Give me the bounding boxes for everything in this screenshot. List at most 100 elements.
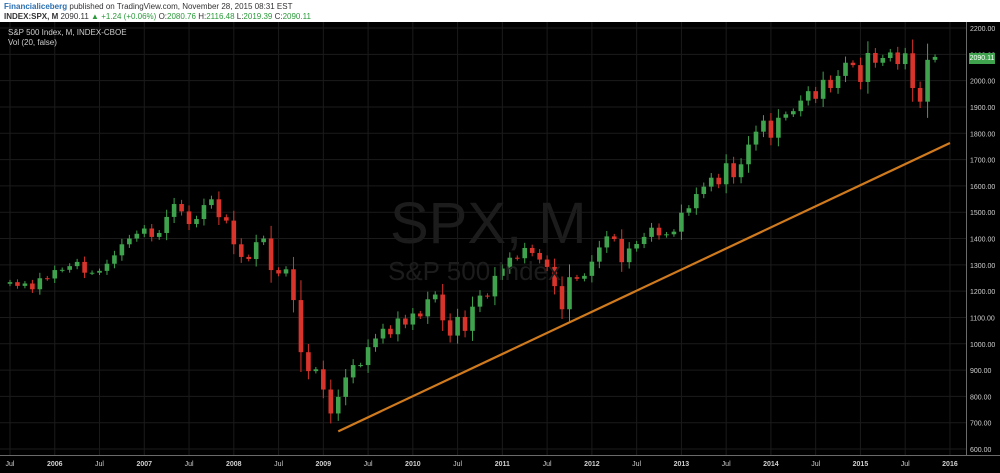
price-chart[interactable]: 2200.002100.002000.001900.001800.001700.… xyxy=(0,22,1000,473)
price-axis[interactable]: 2200.002100.002000.001900.001800.001700.… xyxy=(970,26,995,454)
candle-body xyxy=(679,212,684,232)
support-trendline xyxy=(337,141,951,433)
candle-body xyxy=(7,282,13,284)
candle-body xyxy=(82,261,87,273)
candle-body xyxy=(216,199,222,218)
time-tick-label: Jul xyxy=(453,461,462,468)
candle-body xyxy=(686,208,692,213)
candle-body xyxy=(470,306,475,331)
candle-body xyxy=(268,238,274,271)
candle-body xyxy=(552,266,557,287)
chart-background xyxy=(0,22,1000,473)
candle-body xyxy=(828,79,833,88)
time-tick-label: Jul xyxy=(364,461,373,468)
time-tick-label: Jul xyxy=(632,461,641,468)
low-value: 2019.39 xyxy=(243,12,273,21)
watermark-symbol: SPX, M xyxy=(390,191,587,256)
time-tick-label: Jul xyxy=(543,461,552,468)
low-label: L: xyxy=(236,12,244,21)
candle-body xyxy=(395,318,401,335)
price-tick-label: 700.00 xyxy=(970,421,992,428)
candle-body xyxy=(298,300,304,353)
candle-body xyxy=(22,283,28,286)
candle-body xyxy=(30,283,35,290)
time-tick-label: 2011 xyxy=(495,461,510,468)
candle-body xyxy=(134,233,140,239)
candle-body xyxy=(791,111,796,115)
high-value: 2116.48 xyxy=(206,12,235,21)
chart-title: S&P 500 Index, M, INDEX-CBOE xyxy=(8,28,127,37)
candle-body xyxy=(283,269,289,274)
candle-body xyxy=(902,53,908,65)
candle-body xyxy=(604,236,610,248)
candle-body xyxy=(104,263,110,271)
candle-body xyxy=(238,244,244,257)
candle-body xyxy=(917,87,923,102)
candle-body xyxy=(388,328,393,335)
publish-info: Financialiceberg published on TradingVie… xyxy=(4,2,292,11)
time-tick-label: 2012 xyxy=(584,461,600,468)
candle-body xyxy=(529,247,535,253)
quote-line: INDEX:SPX, M 2090.11 ▲ +1.24 (+0.06%) O:… xyxy=(4,12,311,21)
candle-body xyxy=(447,320,453,336)
price-tick-label: 2200.00 xyxy=(970,26,995,33)
time-tick-label: Jul xyxy=(722,461,731,468)
candle-body xyxy=(291,269,296,301)
candle-body xyxy=(761,120,766,132)
candle-body xyxy=(858,65,863,82)
candle-body xyxy=(276,270,281,274)
time-tick-label: 2008 xyxy=(226,461,242,468)
price-tick-label: 800.00 xyxy=(970,394,992,401)
close-value: 2090.11 xyxy=(282,12,311,21)
price-change: +1.24 (+0.06%) xyxy=(101,12,157,21)
watermark-name: S&P 500 Index xyxy=(388,256,561,286)
publish-date: published on TradingView.com, November 2… xyxy=(69,2,293,11)
time-tick-label: Jul xyxy=(901,461,910,468)
candle-body xyxy=(738,164,744,178)
candle-body xyxy=(798,100,804,112)
candle-body xyxy=(805,91,811,101)
volume-indicator-label[interactable]: Vol (20, false) xyxy=(8,38,57,47)
candle-body xyxy=(477,295,483,307)
high-label: H: xyxy=(198,12,207,21)
price-tick-label: 1500.00 xyxy=(970,210,995,217)
candle-body xyxy=(567,277,572,310)
candle-body xyxy=(365,347,371,366)
price-tick-label: 1600.00 xyxy=(970,184,995,191)
candle-body xyxy=(932,56,938,60)
candle-body xyxy=(74,261,80,267)
candle-body xyxy=(619,239,625,263)
candle-body xyxy=(343,377,348,397)
candle-body xyxy=(261,238,266,243)
candle-body xyxy=(768,120,774,138)
candle-body xyxy=(694,194,699,209)
time-tick-label: 2015 xyxy=(853,461,869,468)
price-tick-label: 1000.00 xyxy=(970,342,995,349)
candle-body xyxy=(97,270,102,273)
candle-body xyxy=(37,278,43,290)
candle-body xyxy=(149,228,155,237)
candle-body xyxy=(127,238,132,245)
time-axis[interactable]: Jul 2006 Jul 2007 Jul 2008 Jul 2009 Jul 2010 Jul 20… xyxy=(6,461,958,468)
time-tick-label: 2010 xyxy=(405,461,421,468)
candle-body xyxy=(671,231,677,235)
candle-body xyxy=(15,282,20,286)
price-tick-label: 2000.00 xyxy=(970,79,995,86)
price-tick-label: 1400.00 xyxy=(970,237,995,244)
price-tick-label: 600.00 xyxy=(970,447,992,454)
candle-body xyxy=(380,328,386,339)
time-tick-label: 2009 xyxy=(316,461,332,468)
candle-body xyxy=(611,236,617,240)
time-tick-label: Jul xyxy=(274,461,283,468)
price-tick-label: 1300.00 xyxy=(970,263,995,270)
candle-body xyxy=(209,199,214,206)
candle-body xyxy=(544,259,550,267)
candle-body xyxy=(656,227,662,236)
candle-body xyxy=(708,177,714,187)
candle-body xyxy=(783,114,789,118)
last-price-badge: 2090.11 xyxy=(969,53,995,64)
candle-body xyxy=(664,234,669,236)
candle-body xyxy=(164,216,169,233)
author-link[interactable]: Financialiceberg xyxy=(4,2,68,11)
candle-body xyxy=(253,242,259,260)
